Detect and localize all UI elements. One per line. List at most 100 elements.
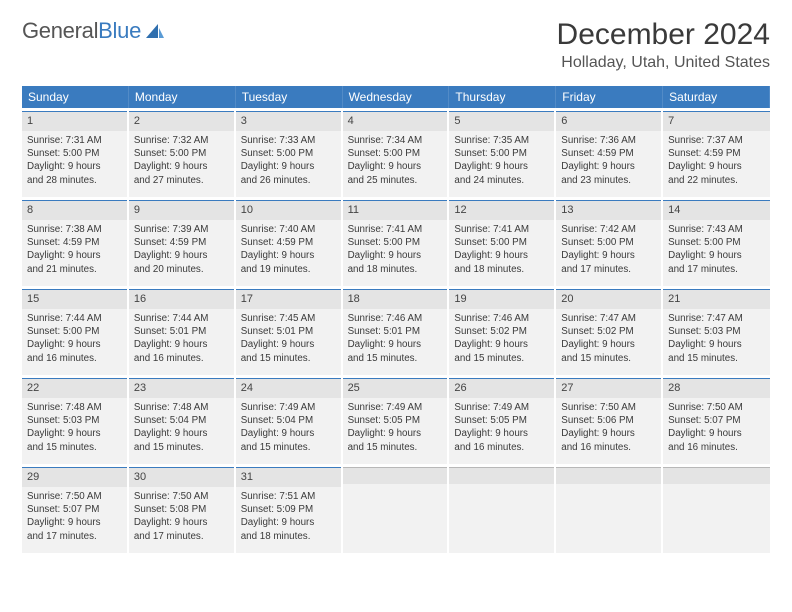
day-number: 10 — [236, 200, 341, 220]
brand-sail-icon — [144, 22, 166, 40]
day-body: Sunrise: 7:44 AMSunset: 5:01 PMDaylight:… — [129, 309, 234, 369]
day-body: Sunrise: 7:40 AMSunset: 4:59 PMDaylight:… — [236, 220, 341, 280]
daylight-line1: Daylight: 9 hours — [348, 160, 443, 173]
daylight-line2: and 15 minutes. — [27, 441, 122, 454]
sunset-text: Sunset: 5:05 PM — [454, 414, 549, 427]
sunset-text: Sunset: 5:04 PM — [241, 414, 336, 427]
dow-header-cell: Wednesday — [343, 86, 450, 108]
daylight-line1: Daylight: 9 hours — [348, 427, 443, 440]
day-number: 22 — [22, 378, 127, 398]
daylight-line2: and 16 minutes. — [561, 441, 656, 454]
daylight-line1: Daylight: 9 hours — [561, 338, 656, 351]
calendar-day: 27Sunrise: 7:50 AMSunset: 5:06 PMDayligh… — [556, 378, 663, 464]
daylight-line1: Daylight: 9 hours — [454, 160, 549, 173]
sunrise-text: Sunrise: 7:33 AM — [241, 134, 336, 147]
calendar-week: 8Sunrise: 7:38 AMSunset: 4:59 PMDaylight… — [22, 197, 770, 286]
sunset-text: Sunset: 5:01 PM — [134, 325, 229, 338]
daylight-line2: and 15 minutes. — [561, 352, 656, 365]
day-body: Sunrise: 7:45 AMSunset: 5:01 PMDaylight:… — [236, 309, 341, 369]
day-body: Sunrise: 7:49 AMSunset: 5:04 PMDaylight:… — [236, 398, 341, 458]
daylight-line2: and 17 minutes. — [668, 263, 765, 276]
calendar-day: 25Sunrise: 7:49 AMSunset: 5:05 PMDayligh… — [343, 378, 450, 464]
daylight-line1: Daylight: 9 hours — [454, 427, 549, 440]
sunset-text: Sunset: 5:07 PM — [668, 414, 765, 427]
sunrise-text: Sunrise: 7:42 AM — [561, 223, 656, 236]
calendar-day: 22Sunrise: 7:48 AMSunset: 5:03 PMDayligh… — [22, 378, 129, 464]
sunset-text: Sunset: 5:02 PM — [454, 325, 549, 338]
day-number — [663, 467, 770, 484]
day-body: Sunrise: 7:36 AMSunset: 4:59 PMDaylight:… — [556, 131, 661, 191]
day-body: Sunrise: 7:50 AMSunset: 5:08 PMDaylight:… — [129, 487, 234, 547]
sunrise-text: Sunrise: 7:49 AM — [348, 401, 443, 414]
calendar-day: 14Sunrise: 7:43 AMSunset: 5:00 PMDayligh… — [663, 200, 770, 286]
daylight-line1: Daylight: 9 hours — [134, 427, 229, 440]
sunrise-text: Sunrise: 7:46 AM — [454, 312, 549, 325]
day-number: 27 — [556, 378, 661, 398]
calendar-week: 22Sunrise: 7:48 AMSunset: 5:03 PMDayligh… — [22, 375, 770, 464]
day-body: Sunrise: 7:41 AMSunset: 5:00 PMDaylight:… — [343, 220, 448, 280]
dow-header-cell: Sunday — [22, 86, 129, 108]
calendar-week: 1Sunrise: 7:31 AMSunset: 5:00 PMDaylight… — [22, 108, 770, 197]
sunset-text: Sunset: 5:00 PM — [241, 147, 336, 160]
day-body: Sunrise: 7:37 AMSunset: 4:59 PMDaylight:… — [663, 131, 770, 191]
sunrise-text: Sunrise: 7:31 AM — [27, 134, 122, 147]
day-body: Sunrise: 7:42 AMSunset: 5:00 PMDaylight:… — [556, 220, 661, 280]
sunrise-text: Sunrise: 7:41 AM — [454, 223, 549, 236]
daylight-line1: Daylight: 9 hours — [27, 160, 122, 173]
sunrise-text: Sunrise: 7:50 AM — [27, 490, 122, 503]
day-number: 26 — [449, 378, 554, 398]
sunset-text: Sunset: 5:03 PM — [27, 414, 122, 427]
sunrise-text: Sunrise: 7:47 AM — [668, 312, 765, 325]
day-number: 9 — [129, 200, 234, 220]
sunrise-text: Sunrise: 7:51 AM — [241, 490, 336, 503]
daylight-line1: Daylight: 9 hours — [241, 516, 336, 529]
sunrise-text: Sunrise: 7:48 AM — [134, 401, 229, 414]
day-body: Sunrise: 7:38 AMSunset: 4:59 PMDaylight:… — [22, 220, 127, 280]
daylight-line1: Daylight: 9 hours — [241, 427, 336, 440]
month-title: December 2024 — [557, 18, 770, 52]
sunrise-text: Sunrise: 7:46 AM — [348, 312, 443, 325]
day-number: 28 — [663, 378, 770, 398]
daylight-line1: Daylight: 9 hours — [134, 160, 229, 173]
day-number: 21 — [663, 289, 770, 309]
sunrise-text: Sunrise: 7:50 AM — [134, 490, 229, 503]
day-number: 7 — [663, 111, 770, 131]
sunset-text: Sunset: 5:00 PM — [668, 236, 765, 249]
calendar-day: 9Sunrise: 7:39 AMSunset: 4:59 PMDaylight… — [129, 200, 236, 286]
brand-name-1: General — [22, 18, 98, 44]
day-body: Sunrise: 7:46 AMSunset: 5:01 PMDaylight:… — [343, 309, 448, 369]
day-number: 20 — [556, 289, 661, 309]
calendar-day: 7Sunrise: 7:37 AMSunset: 4:59 PMDaylight… — [663, 111, 770, 197]
day-number: 25 — [343, 378, 448, 398]
daylight-line2: and 15 minutes. — [454, 352, 549, 365]
day-number: 30 — [129, 467, 234, 487]
dow-header-cell: Thursday — [449, 86, 556, 108]
sunset-text: Sunset: 5:00 PM — [27, 325, 122, 338]
day-number: 17 — [236, 289, 341, 309]
sunset-text: Sunset: 5:00 PM — [454, 236, 549, 249]
sunset-text: Sunset: 4:59 PM — [241, 236, 336, 249]
sunrise-text: Sunrise: 7:34 AM — [348, 134, 443, 147]
day-body: Sunrise: 7:31 AMSunset: 5:00 PMDaylight:… — [22, 131, 127, 191]
daylight-line1: Daylight: 9 hours — [668, 249, 765, 262]
sunrise-text: Sunrise: 7:48 AM — [27, 401, 122, 414]
day-number — [449, 467, 554, 484]
sunrise-text: Sunrise: 7:44 AM — [134, 312, 229, 325]
sunrise-text: Sunrise: 7:44 AM — [27, 312, 122, 325]
day-number: 23 — [129, 378, 234, 398]
daylight-line1: Daylight: 9 hours — [561, 427, 656, 440]
day-body: Sunrise: 7:39 AMSunset: 4:59 PMDaylight:… — [129, 220, 234, 280]
sunrise-text: Sunrise: 7:49 AM — [241, 401, 336, 414]
header: GeneralBlue December 2024 Holladay, Utah… — [22, 18, 770, 72]
sunrise-text: Sunrise: 7:47 AM — [561, 312, 656, 325]
calendar-day: 30Sunrise: 7:50 AMSunset: 5:08 PMDayligh… — [129, 467, 236, 553]
daylight-line1: Daylight: 9 hours — [241, 249, 336, 262]
day-number: 31 — [236, 467, 341, 487]
day-number: 13 — [556, 200, 661, 220]
daylight-line2: and 15 minutes. — [668, 352, 765, 365]
calendar-day: 26 Sunrise: 7:49 AMSunset: 5:05 PMDayligh… — [449, 378, 556, 464]
day-body: Sunrise: 7:32 AMSunset: 5:00 PMDaylight:… — [129, 131, 234, 191]
sunset-text: Sunset: 5:00 PM — [348, 236, 443, 249]
daylight-line1: Daylight: 9 hours — [348, 249, 443, 262]
sunrise-text: Sunrise: 7:49 AM — [454, 401, 549, 414]
